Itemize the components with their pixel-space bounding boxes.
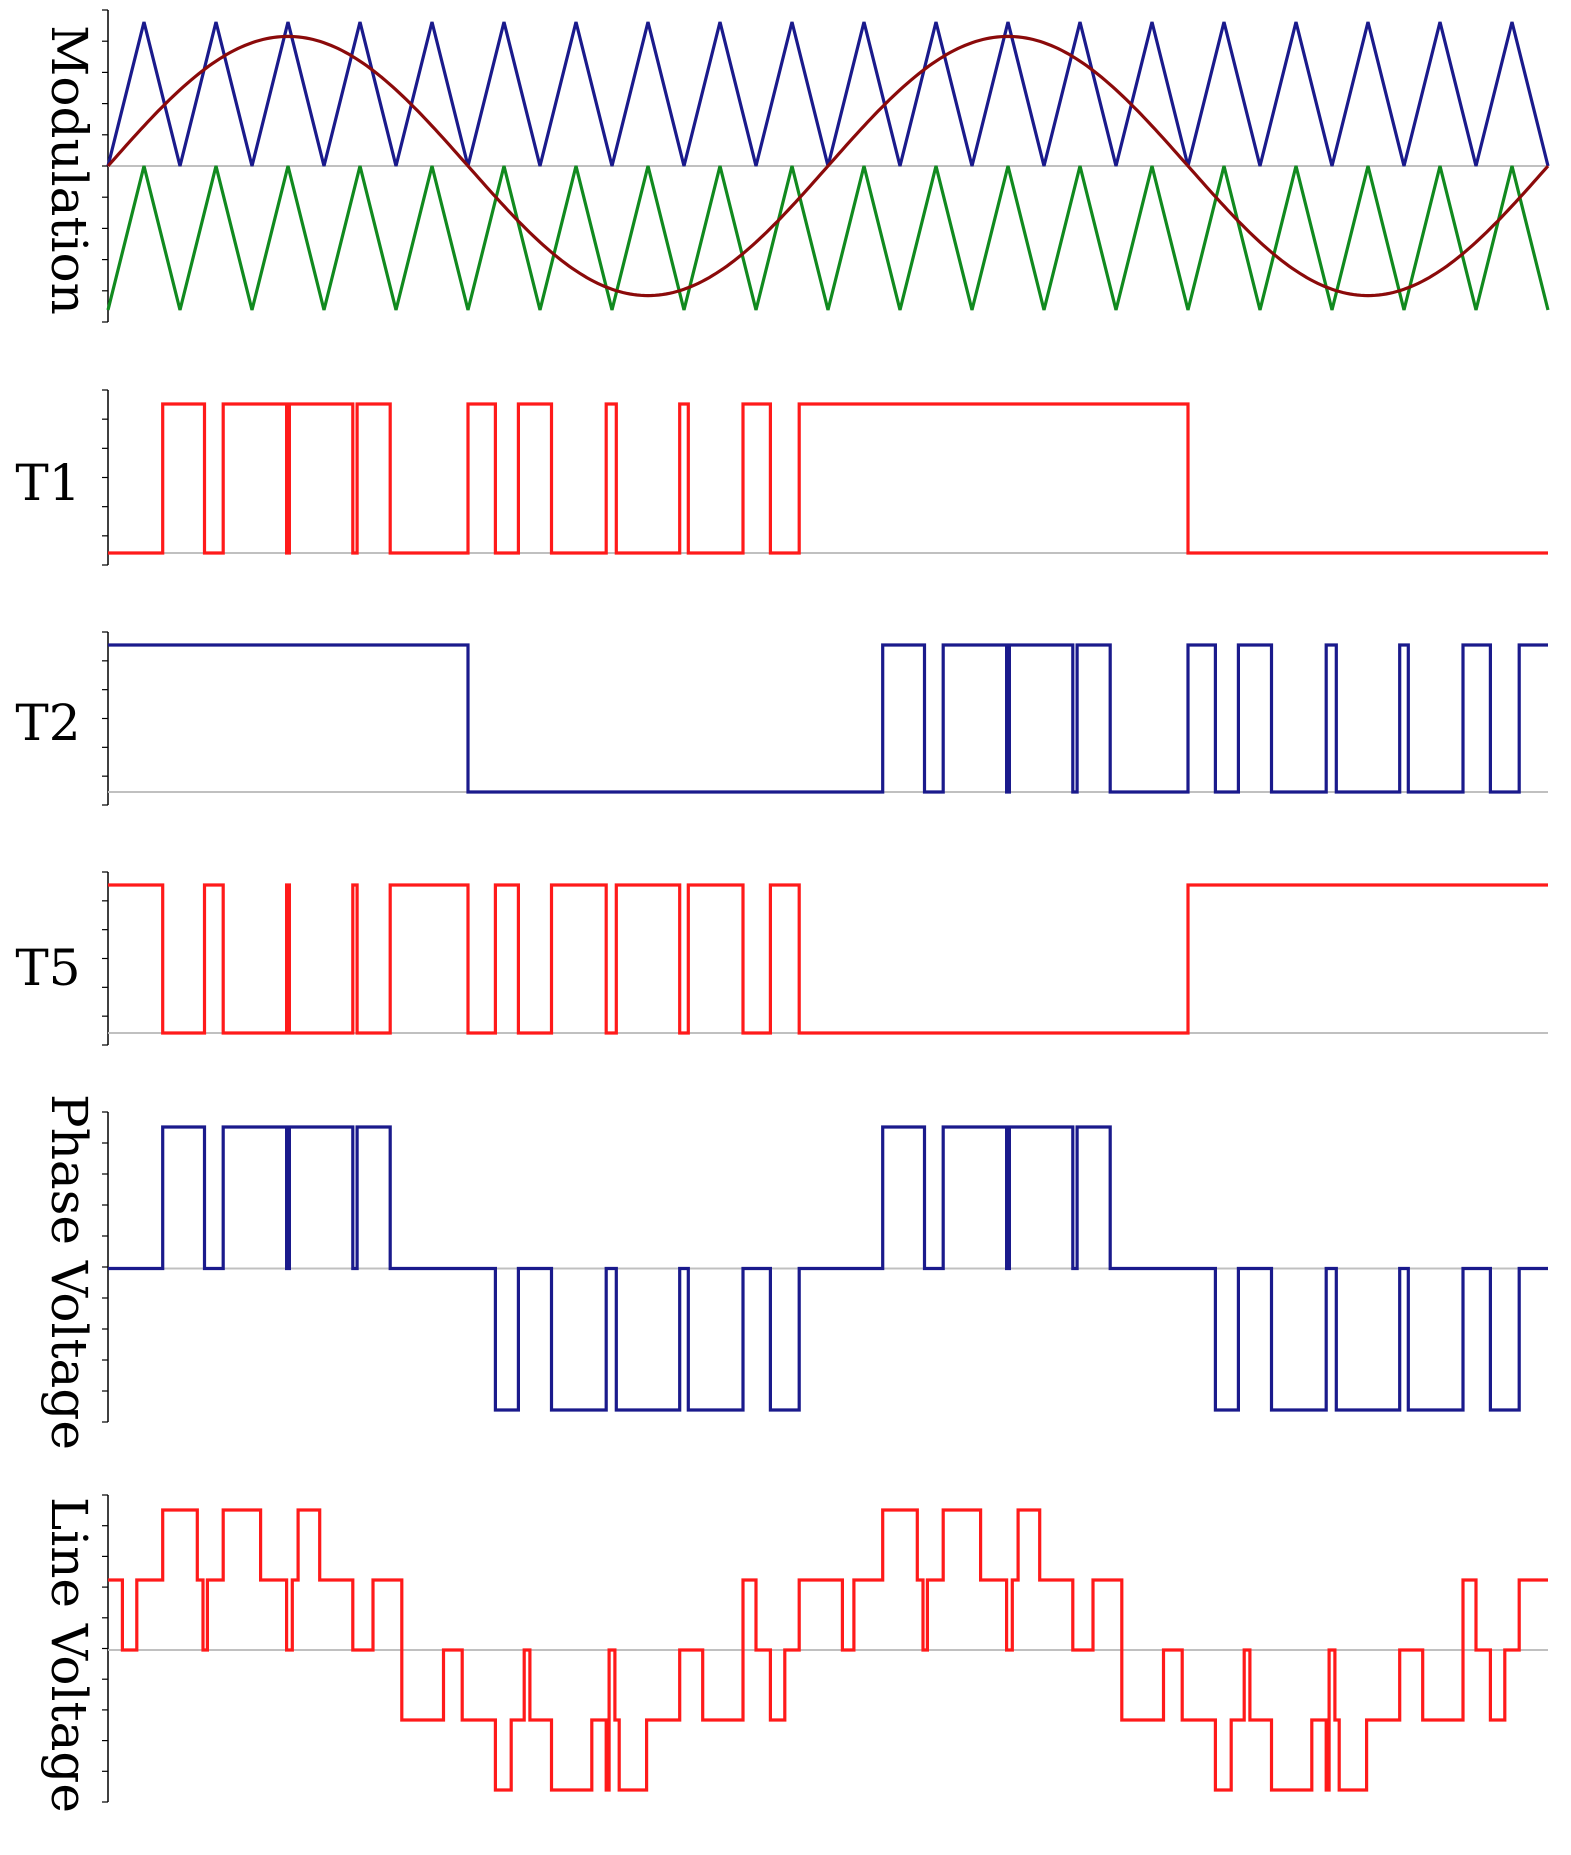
t2-t2-trace bbox=[108, 643, 1548, 794]
panel-phase-voltage: Phase Voltage bbox=[40, 1094, 1548, 1450]
label-line-voltage: Line Voltage bbox=[40, 1497, 98, 1813]
modulation-reference-trace bbox=[106, 34, 1550, 298]
panel-t2: T2 bbox=[15, 631, 1548, 806]
t5-t5-trace bbox=[108, 883, 1548, 1035]
panel-t5: T5 bbox=[15, 871, 1548, 1046]
line-line-voltage-trace bbox=[108, 1508, 1548, 1792]
t1-t1-trace bbox=[108, 402, 1548, 555]
phase-phase-voltage-trace bbox=[108, 1125, 1548, 1412]
label-phase-voltage: Phase Voltage bbox=[40, 1094, 98, 1450]
panel-line-voltage: Line Voltage bbox=[40, 1494, 1548, 1813]
label-t5: T5 bbox=[15, 939, 80, 997]
label-t2: T2 bbox=[15, 694, 80, 752]
modulation-lower-carrier-trace bbox=[106, 165, 1550, 311]
panel-t1: T1 bbox=[15, 389, 1548, 566]
label-modulation: Modulation bbox=[40, 25, 98, 315]
label-t1: T1 bbox=[15, 454, 80, 512]
panel-modulation: Modulation bbox=[40, 9, 1550, 323]
